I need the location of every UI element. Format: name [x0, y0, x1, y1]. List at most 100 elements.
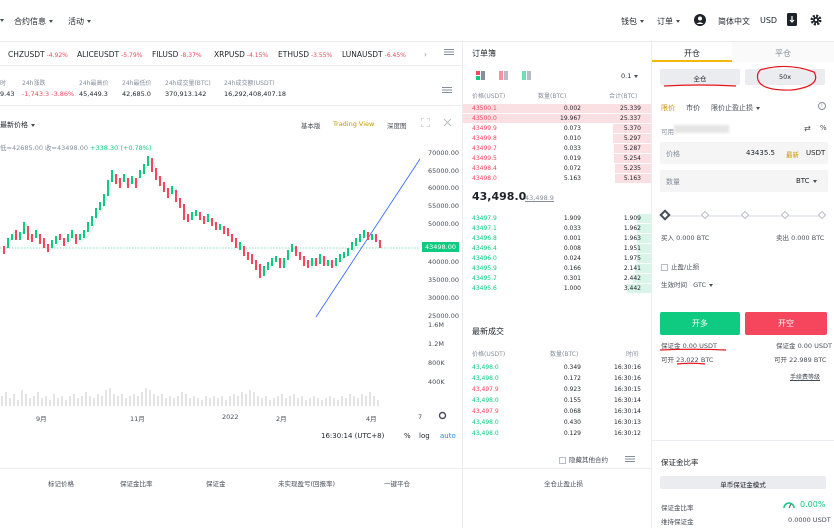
bid-qty: 0.166 [563, 265, 581, 272]
price-label: 价格 [666, 150, 680, 158]
open-short-button[interactable]: 开空 [745, 312, 827, 335]
ask-row[interactable]: 43499.8 0.010 5.297 [463, 134, 651, 143]
download-icon[interactable] [787, 13, 797, 28]
ticker-item[interactable]: XRPUSD -4.15% [214, 50, 268, 59]
x-tick: 2月 [276, 415, 287, 423]
sliders-icon[interactable] [444, 48, 454, 58]
slider-handle[interactable] [659, 209, 671, 221]
ask-row[interactable]: 43498.4 0.072 5.235 [463, 164, 651, 173]
qty-unit-select[interactable]: BTC [796, 177, 817, 185]
ask-row[interactable]: 43500.1 0.002 25.339 [463, 104, 651, 113]
asks-only-icon[interactable] [499, 71, 508, 82]
both-sides-icon[interactable] [476, 71, 485, 82]
annotation-underline [676, 362, 706, 365]
tpsl-toggle[interactable]: 止盈/止损 [661, 261, 699, 271]
sliders-icon[interactable] [625, 455, 635, 465]
tif-select[interactable]: 生效时间 GTC [661, 279, 714, 289]
ticker-item[interactable]: FILUSD -8.37% [152, 50, 202, 59]
ticker-change: -3.55% [311, 52, 333, 59]
nav-currency[interactable]: USD [760, 16, 778, 25]
last-price[interactable]: 43,498.0 [472, 190, 527, 203]
precision-select[interactable]: 0.1 [621, 72, 639, 80]
sliders-icon[interactable] [442, 86, 452, 96]
trade-row: 43,498.0 0.172 16:30:16 [463, 373, 651, 384]
bid-row[interactable]: 43497.9 1.909 1.909 [463, 214, 651, 223]
trade-time: 16:30:13 [614, 419, 641, 426]
margin-section-title: 保证金比率 [661, 458, 699, 467]
nav-orders[interactable]: 订单 [657, 16, 680, 27]
price-chart[interactable]: 低=42685.00 收=43498.00 +338.30 (+0.78%) [0, 134, 462, 424]
nav-left-edge[interactable] [0, 16, 4, 25]
ask-row[interactable]: 43500.0 19.967 25.337 [463, 114, 651, 123]
calculator-icon[interactable]: % [820, 124, 827, 132]
y-tick: 25000.00 [428, 312, 460, 320]
fullscreen-icon[interactable] [443, 118, 452, 129]
bid-row[interactable]: 43495.6 1.000 3.442 [463, 284, 651, 293]
x-tick: 11月 [130, 415, 145, 423]
scale-log[interactable]: log [419, 432, 430, 440]
trade-row: 43,497.9 0.923 16:30:15 [463, 384, 651, 395]
view-depth[interactable]: 深度图 [387, 122, 407, 130]
mark-price[interactable]: 43,498.9 [525, 194, 554, 202]
order-type-market[interactable]: 市价 [686, 104, 700, 112]
trade-price: 43,498.0 [472, 375, 499, 382]
trades-header-price: 价格(USDT) [472, 351, 506, 358]
nav-wallet[interactable]: 钱包 [621, 16, 644, 27]
trade-time: 16:30:16 [614, 364, 641, 371]
bid-row[interactable]: 43495.7 0.301 2.442 [463, 274, 651, 283]
fee-tier-link[interactable]: 手续费等级 [790, 374, 821, 381]
quantity-input[interactable]: 数量 BTC [660, 170, 828, 192]
ask-qty: 19.967 [560, 115, 581, 122]
checkbox[interactable] [661, 263, 668, 271]
view-tradingview[interactable]: Trading View [333, 120, 375, 128]
ticker-item[interactable]: CHZUSDT -4.92% [8, 50, 68, 59]
chevron-right-icon[interactable]: › [424, 50, 427, 59]
ticker-item[interactable]: LUNAUSDT -6.45% [342, 50, 406, 59]
bid-row[interactable]: 43495.9 0.166 2.141 [463, 264, 651, 273]
bid-total: 3.442 [623, 285, 641, 292]
ask-row[interactable]: 43499.7 0.033 5.287 [463, 144, 651, 153]
latest-price-button[interactable]: 最新 [786, 151, 799, 159]
close-all-button[interactable]: 一键平仓 [384, 480, 410, 488]
ask-qty: 0.019 [563, 155, 581, 162]
trade-qty: 0.129 [563, 430, 581, 437]
margin-mode-button[interactable]: 全仓 [660, 69, 740, 85]
ticker-item[interactable]: ALICEUSDT -5.79% [77, 50, 142, 59]
bid-row[interactable]: 43496.0 0.024 1.975 [463, 254, 651, 263]
tab-close[interactable]: 平仓 [732, 42, 834, 62]
ask-row[interactable]: 43498.0 5.163 5.163 [463, 174, 651, 183]
ticker-item[interactable]: ETHUSD -3.55% [278, 50, 332, 59]
expand-icon[interactable] [420, 117, 431, 129]
ask-row[interactable]: 43499.9 0.073 5.370 [463, 124, 651, 133]
leverage-button[interactable]: 50x [745, 69, 825, 85]
hide-other-contracts[interactable]: 隐藏其他合约 [559, 454, 608, 464]
tpsl-label: 止盈/止损 [671, 263, 700, 271]
price-input[interactable]: 价格 43435.5 最新 USDT [660, 142, 828, 164]
order-type-stop-limit[interactable]: 限价止盈止损 [711, 103, 760, 113]
price-type-select[interactable]: 最新价格 [0, 120, 35, 130]
user-icon[interactable] [694, 14, 706, 28]
bids-only-icon[interactable] [522, 71, 531, 82]
nav-contract-info[interactable]: 合约信息 [14, 16, 53, 27]
tab-open[interactable]: 开仓 [652, 42, 732, 62]
ask-row[interactable]: 43499.5 0.019 5.254 [463, 154, 651, 163]
nav-wallet-label: 钱包 [621, 17, 637, 26]
chart-settings-icon[interactable] [438, 411, 447, 422]
bid-row[interactable]: 43497.1 0.033 1.962 [463, 224, 651, 233]
open-long-button[interactable]: 开多 [660, 312, 740, 335]
margin-mode-select[interactable]: 单币保证金模式 [660, 476, 826, 489]
transfer-icon[interactable]: ⇄ [804, 124, 811, 133]
quantity-slider[interactable] [659, 209, 827, 221]
view-basic[interactable]: 基本版 [301, 122, 321, 130]
bid-row[interactable]: 43496.4 0.008 1.951 [463, 244, 651, 253]
order-type-limit[interactable]: 限价 [661, 104, 675, 112]
info-icon[interactable]: i [818, 102, 826, 110]
bid-row[interactable]: 43496.8 0.001 1.963 [463, 234, 651, 243]
scale-auto[interactable]: auto [440, 432, 456, 440]
checkbox[interactable] [559, 456, 566, 464]
bid-total: 1.909 [623, 215, 641, 222]
nav-activity[interactable]: 活动 [68, 16, 91, 27]
nav-language[interactable]: 简体中文 [718, 17, 750, 26]
gear-icon[interactable] [810, 14, 822, 28]
scale-percent[interactable]: % [404, 432, 411, 440]
